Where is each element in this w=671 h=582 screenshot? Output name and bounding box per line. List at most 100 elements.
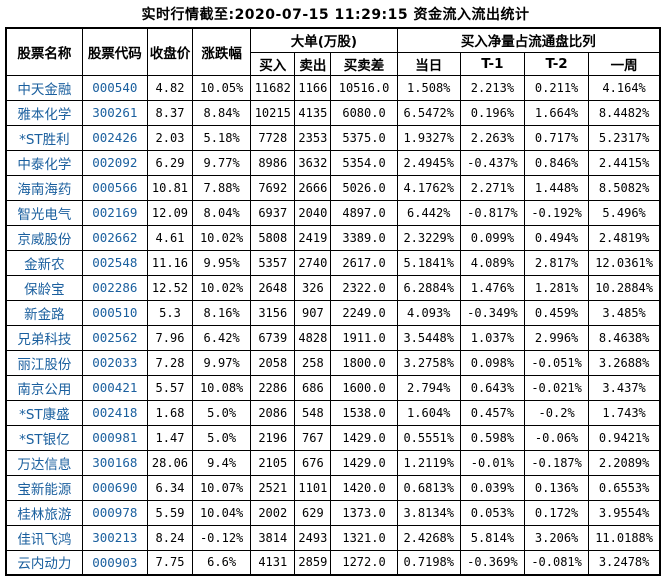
- sell-cell: 326: [294, 274, 332, 301]
- table-row: *ST胜利 002426 2.03 5.18% 7728 2353 5375.0 1.9327…: [5, 124, 661, 151]
- stock-name-cell[interactable]: 雅本化学: [5, 99, 83, 126]
- stock-name-cell[interactable]: 新金路: [5, 299, 83, 326]
- ratio-week-cell: 2.4415%: [588, 149, 661, 176]
- stock-code-cell[interactable]: 000510: [81, 299, 148, 326]
- ratio-t2-cell: 0.136%: [524, 474, 590, 501]
- ratio-t2-cell: 2.817%: [524, 249, 590, 276]
- buy-cell: 3156: [250, 299, 296, 326]
- sell-cell: 4828: [294, 324, 332, 351]
- change-pct-cell: 8.16%: [192, 299, 252, 326]
- buy-sell-diff-cell: 10516.0: [330, 74, 398, 101]
- table-row: 南京公用 000421 5.57 10.08% 2286 686 1600.0 2.794% 0…: [5, 374, 661, 401]
- change-pct-cell: 9.77%: [192, 149, 252, 176]
- buy-sell-diff-cell: 1272.0: [330, 549, 398, 576]
- ratio-today-cell: 1.9327%: [396, 124, 461, 151]
- stock-name-cell[interactable]: 保龄宝: [5, 274, 83, 301]
- ratio-t2-cell: -0.187%: [524, 449, 590, 476]
- group-header-big-orders: 大单(万股): [250, 27, 398, 53]
- ratio-week-cell: 0.9421%: [588, 424, 661, 451]
- stock-code-cell[interactable]: 000978: [81, 499, 148, 526]
- stock-code-cell[interactable]: 300213: [81, 524, 148, 551]
- stock-name-cell[interactable]: 南京公用: [5, 374, 83, 401]
- stock-code-cell[interactable]: 002426: [81, 124, 148, 151]
- stock-name-cell[interactable]: 云内动力: [5, 549, 83, 576]
- buy-sell-diff-cell: 5026.0: [330, 174, 398, 201]
- stock-code-cell[interactable]: 002548: [81, 249, 148, 276]
- stock-code-cell[interactable]: 002418: [81, 399, 148, 426]
- ratio-t1-cell: 0.457%: [459, 399, 526, 426]
- stock-name-cell[interactable]: 金新农: [5, 249, 83, 276]
- fund-flow-table: 股票名称 股票代码 收盘价 涨跌幅 大单(万股) 买入净量占流通盘比列 买入 卖…: [5, 27, 661, 576]
- stock-name-cell[interactable]: *ST康盛: [5, 399, 83, 426]
- ratio-today-cell: 2.4268%: [396, 524, 461, 551]
- col-header-buy-sell-diff: 买卖差: [330, 51, 398, 76]
- col-header-stock-code: 股票代码: [81, 27, 148, 76]
- stock-name-cell[interactable]: 宝新能源: [5, 474, 83, 501]
- stock-name-cell[interactable]: 兄弟科技: [5, 324, 83, 351]
- stock-name-cell[interactable]: *ST银亿: [5, 424, 83, 451]
- stock-code-cell[interactable]: 002662: [81, 224, 148, 251]
- buy-sell-diff-cell: 2322.0: [330, 274, 398, 301]
- stock-code-cell[interactable]: 300168: [81, 449, 148, 476]
- buy-sell-diff-cell: 3389.0: [330, 224, 398, 251]
- stock-name-cell[interactable]: 佳讯飞鸿: [5, 524, 83, 551]
- stock-code-cell[interactable]: 002286: [81, 274, 148, 301]
- ratio-t1-cell: -0.817%: [459, 199, 526, 226]
- stock-name-cell[interactable]: 中泰化学: [5, 149, 83, 176]
- col-header-sell: 卖出: [294, 51, 332, 76]
- stock-code-cell[interactable]: 000540: [81, 74, 148, 101]
- stock-name-cell[interactable]: 桂林旅游: [5, 499, 83, 526]
- stock-code-cell[interactable]: 002562: [81, 324, 148, 351]
- stock-code-cell[interactable]: 002033: [81, 349, 148, 376]
- stock-name-cell[interactable]: 丽江股份: [5, 349, 83, 376]
- sell-cell: 258: [294, 349, 332, 376]
- table-row: *ST康盛 002418 1.68 5.0% 2086 548 1538.0 1.604% 0.…: [5, 399, 661, 426]
- buy-cell: 2648: [250, 274, 296, 301]
- close-price-cell: 4.61: [146, 224, 194, 251]
- close-price-cell: 7.75: [146, 549, 194, 576]
- stock-code-cell[interactable]: 000566: [81, 174, 148, 201]
- ratio-week-cell: 0.6553%: [588, 474, 661, 501]
- group-header-net-buy-ratio: 买入净量占流通盘比列: [396, 27, 661, 53]
- change-pct-cell: 7.88%: [192, 174, 252, 201]
- buy-sell-diff-cell: 1538.0: [330, 399, 398, 426]
- table-row: 保龄宝 002286 12.52 10.02% 2648 326 2322.0 6.2884%…: [5, 274, 661, 301]
- buy-sell-diff-cell: 1600.0: [330, 374, 398, 401]
- ratio-today-cell: 0.6813%: [396, 474, 461, 501]
- stock-code-cell[interactable]: 000421: [81, 374, 148, 401]
- stock-name-cell[interactable]: 京威股份: [5, 224, 83, 251]
- change-pct-cell: 5.0%: [192, 399, 252, 426]
- stock-name-cell[interactable]: *ST胜利: [5, 124, 83, 151]
- buy-cell: 2196: [250, 424, 296, 451]
- ratio-week-cell: 3.485%: [588, 299, 661, 326]
- ratio-week-cell: 3.9554%: [588, 499, 661, 526]
- ratio-t2-cell: 0.459%: [524, 299, 590, 326]
- stock-code-cell[interactable]: 002092: [81, 149, 148, 176]
- ratio-today-cell: 2.4945%: [396, 149, 461, 176]
- stock-code-cell[interactable]: 000903: [81, 549, 148, 576]
- stock-name-cell[interactable]: 中天金融: [5, 74, 83, 101]
- sell-cell: 2040: [294, 199, 332, 226]
- stock-code-cell[interactable]: 000690: [81, 474, 148, 501]
- stock-name-cell[interactable]: 万达信息: [5, 449, 83, 476]
- ratio-t1-cell: 0.643%: [459, 374, 526, 401]
- close-price-cell: 10.81: [146, 174, 194, 201]
- close-price-cell: 1.47: [146, 424, 194, 451]
- buy-cell: 3814: [250, 524, 296, 551]
- buy-sell-diff-cell: 5375.0: [330, 124, 398, 151]
- stock-code-cell[interactable]: 000981: [81, 424, 148, 451]
- stock-name-cell[interactable]: 智光电气: [5, 199, 83, 226]
- close-price-cell: 7.28: [146, 349, 194, 376]
- col-header-ratio-today: 当日: [396, 51, 461, 76]
- stock-code-cell[interactable]: 300261: [81, 99, 148, 126]
- buy-cell: 6937: [250, 199, 296, 226]
- sell-cell: 3632: [294, 149, 332, 176]
- stock-name-cell[interactable]: 海南海药: [5, 174, 83, 201]
- buy-cell: 10215: [250, 99, 296, 126]
- ratio-t1-cell: -0.01%: [459, 449, 526, 476]
- ratio-week-cell: 12.0361%: [588, 249, 661, 276]
- col-header-change-pct: 涨跌幅: [192, 27, 252, 76]
- stock-code-cell[interactable]: 002169: [81, 199, 148, 226]
- sell-cell: 907: [294, 299, 332, 326]
- buy-cell: 2002: [250, 499, 296, 526]
